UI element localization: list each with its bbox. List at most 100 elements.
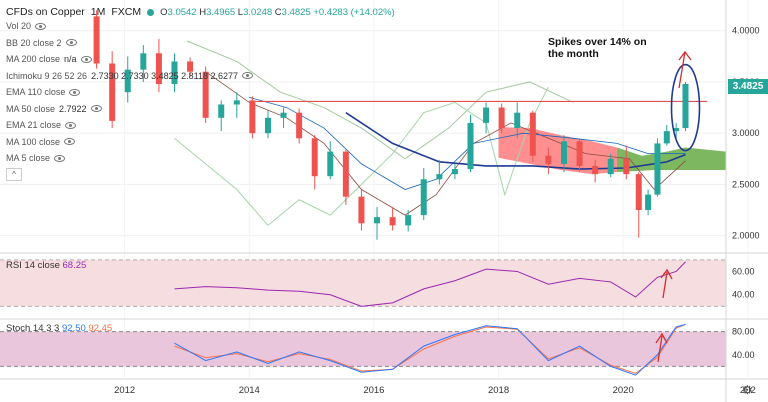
settings-gear-icon[interactable]: ⚙	[742, 383, 753, 397]
time-tick-label: 2020	[613, 385, 634, 396]
ichimoku-cloud-bearish	[498, 127, 617, 175]
rsi-line	[174, 261, 686, 307]
visibility-eye-icon[interactable]	[54, 154, 66, 162]
annotation-line-1: Spikes over 14% on	[548, 36, 647, 48]
visibility-eye-icon[interactable]	[242, 72, 254, 79]
candle-body	[420, 179, 427, 216]
indicator-row[interactable]: MA 100 close	[6, 136, 76, 147]
stoch-k-value: 92.50	[62, 323, 86, 334]
candle-body	[280, 112, 287, 118]
candle-body	[218, 104, 225, 118]
rsi-title: RSI 14 close 68.25	[6, 260, 87, 271]
candle-body	[187, 61, 194, 72]
candle-body	[682, 84, 689, 129]
candle-body	[673, 128, 680, 132]
stoch-title: Stoch 14 3 3 92.50 92.45	[6, 323, 113, 334]
collapse-legend-button[interactable]: ^	[6, 168, 22, 181]
candle-body	[202, 71, 209, 118]
time-tick-label: 2018	[488, 385, 509, 396]
ichimoku-lagging-span	[174, 86, 549, 227]
symbol-name[interactable]: CFDs on Copper	[6, 6, 85, 18]
stoch-band	[0, 331, 726, 367]
last-price-tag: 3.4825	[728, 79, 768, 94]
indicator-label: MA 50 close	[6, 103, 56, 114]
candle-body	[155, 53, 162, 84]
rsi-pane[interactable]	[0, 259, 726, 307]
candle-body	[358, 196, 365, 224]
market-status-icon	[147, 8, 155, 16]
indicator-label: Vol 20	[6, 21, 32, 31]
candle-body	[560, 141, 567, 164]
candle-body	[93, 16, 100, 64]
candle-body	[109, 63, 116, 121]
candle-body	[514, 112, 521, 129]
candle-body	[576, 141, 583, 166]
candle-body	[171, 61, 178, 84]
annotation-arrow-head	[678, 50, 692, 61]
visibility-eye-icon[interactable]	[64, 138, 76, 145]
rsi-tick-label: 60.00	[732, 266, 755, 276]
visibility-eye-icon[interactable]	[65, 121, 77, 129]
indicator-row[interactable]: MA 200 close n/a	[6, 54, 92, 64]
indicator-value: 2.7922	[59, 103, 87, 114]
candle-body	[140, 53, 147, 70]
annotation-arrow	[678, 51, 686, 89]
candle-body	[663, 131, 670, 144]
indicator-label: MA 100 close	[6, 136, 61, 147]
visibility-eye-icon[interactable]	[80, 55, 92, 63]
ohlc-readout: O3.0542 H3.4965 L3.0248 C3.4825 +0.4283 …	[160, 6, 395, 18]
indicator-row[interactable]: EMA 21 close	[6, 120, 77, 130]
stoch-arrow	[657, 335, 663, 363]
candle-body	[249, 100, 256, 134]
indicator-row[interactable]: Ichimoku 9 26 52 26 2.7330 2.7330 3.4825 …	[6, 71, 254, 81]
rsi-arrow-head	[660, 268, 673, 280]
visibility-eye-icon[interactable]	[35, 22, 47, 30]
candle-body	[635, 174, 642, 210]
rsi-tick-label: 40.00	[732, 290, 755, 300]
indicator-row[interactable]: MA 50 close 2.7922	[6, 104, 102, 114]
candle-body	[654, 143, 661, 195]
price-tick-label: 2.5000	[732, 179, 760, 189]
candle-body	[645, 194, 652, 210]
time-tick-label: 2016	[363, 385, 384, 396]
indicator-row[interactable]: Vol 20	[6, 21, 47, 31]
candle-body	[529, 112, 536, 156]
interval-label[interactable]: 1M	[90, 6, 106, 18]
candle-body	[342, 151, 349, 197]
visibility-eye-icon[interactable]	[69, 88, 81, 96]
candle-body	[233, 100, 240, 105]
highlight-ellipse	[670, 63, 701, 152]
ma50-line	[345, 112, 686, 170]
indicator-row[interactable]: BB 20 close 2	[6, 38, 77, 48]
candle-body	[607, 158, 614, 175]
candle-body	[374, 217, 381, 224]
candle-body	[124, 69, 131, 93]
visibility-eye-icon[interactable]	[65, 39, 77, 46]
stoch-d-value: 92.45	[88, 323, 113, 334]
indicator-label: MA 200 close	[6, 54, 61, 64]
candle-body	[592, 165, 599, 175]
stoch-arrow-head	[655, 332, 668, 344]
candle-body	[405, 215, 412, 226]
source-label: FXCM	[111, 6, 142, 18]
stoch-tick-label: 40.00	[732, 350, 755, 360]
candle-body	[498, 107, 505, 129]
time-tick-label: 2014	[239, 385, 260, 396]
indicator-row[interactable]: MA 5 close	[6, 153, 66, 163]
candle-body	[327, 151, 334, 177]
chart-header: CFDs on Copper 1M FXCM O3.0542 H3.4965 L…	[6, 6, 395, 18]
stoch-d-line	[174, 323, 686, 374]
candle-body	[296, 112, 303, 139]
candle-body	[623, 158, 630, 175]
price-pane[interactable]	[0, 0, 749, 378]
stoch-pane[interactable]	[0, 323, 726, 376]
candle-body	[483, 107, 490, 123]
visibility-eye-icon[interactable]	[90, 105, 102, 112]
indicator-label: EMA 110 close	[6, 87, 66, 97]
indicator-row[interactable]: EMA 110 close	[6, 87, 81, 97]
change-value: +0.4283 (+14.02%)	[313, 6, 395, 18]
ichimoku-conversion-line	[249, 96, 686, 190]
annotation-text: Spikes over 14% on the month	[548, 36, 668, 60]
candle-body	[389, 217, 396, 226]
